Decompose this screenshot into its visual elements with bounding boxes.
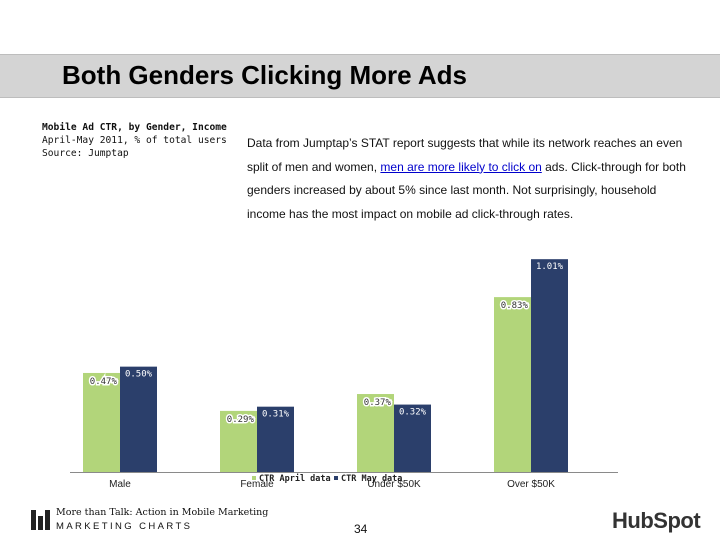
- page-number: 34: [354, 522, 368, 536]
- hubspot-logo: HubSpot: [612, 508, 701, 533]
- data-label: 0.47%: [90, 377, 118, 387]
- data-label: 0.83%: [501, 301, 529, 311]
- body-text-end: ads. Click-through for both genders incr…: [247, 159, 686, 221]
- category-label: Female: [240, 479, 274, 490]
- chart-subtitle: April-May 2011, % of total users: [42, 135, 227, 146]
- legend-label: CTR April data: [259, 473, 331, 484]
- bar-april: [494, 297, 531, 472]
- bar-april: [220, 410, 257, 472]
- title-band: [0, 54, 720, 98]
- legend-swatch: [334, 476, 338, 480]
- legend-label: CTR May data: [341, 474, 402, 484]
- body-link[interactable]: men are more likely to click on: [380, 159, 542, 174]
- category-label: Over $50K: [507, 479, 555, 490]
- legend-swatch: [252, 476, 256, 480]
- data-label: 1.01%: [536, 262, 564, 272]
- footer-brand: MARKETING CHARTS: [56, 521, 193, 532]
- data-label: 0.29%: [227, 415, 255, 425]
- data-label: 0.50%: [125, 370, 153, 380]
- category-label: Under $50K: [367, 479, 421, 490]
- data-label: 0.37%: [364, 398, 392, 408]
- slide-title: Both Genders Clicking More Ads: [62, 60, 467, 90]
- chart-source: Source: Jumptap: [42, 148, 129, 159]
- chart-heading: Mobile Ad CTR, by Gender, Income April-M…: [42, 121, 227, 160]
- marketing-charts-logo-icon: [31, 510, 51, 530]
- category-label: Male: [109, 479, 131, 490]
- body-text-start: Data from Jumptap’s STAT report suggests…: [247, 136, 683, 174]
- bar-april: [83, 372, 120, 472]
- chart-title: Mobile Ad CTR, by Gender, Income: [42, 122, 227, 133]
- footer-tagline: More than Talk: Action in Mobile Marketi…: [56, 507, 269, 518]
- data-label: 0.31%: [262, 410, 290, 420]
- bar-may: [120, 366, 157, 472]
- bar-may: [257, 406, 294, 472]
- bar-may: [394, 404, 431, 472]
- data-label: 0.32%: [399, 408, 427, 418]
- body-paragraph: Data from Jumptap’s STAT report suggests…: [247, 132, 697, 226]
- bar-chart: 0.47% 0.50% Male 0.29% 0.31% Female 0.37% 0.32%…: [70, 259, 618, 490]
- bar-may: [531, 259, 568, 472]
- bar-april: [357, 394, 394, 472]
